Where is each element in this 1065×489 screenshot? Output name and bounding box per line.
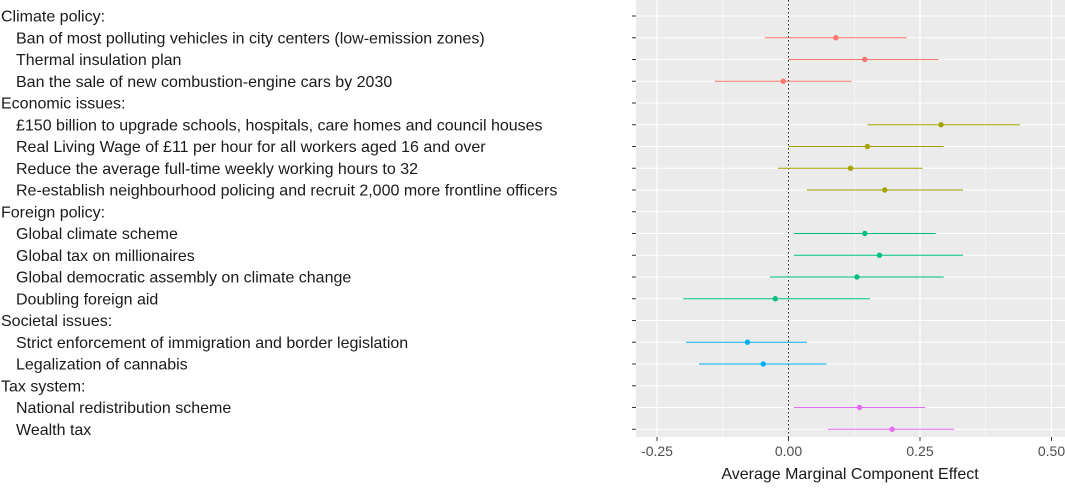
row-label: Ban of most polluting vehicles in city c…: [16, 30, 485, 47]
group-header-label: Economic issues:: [1, 96, 126, 113]
row-label: Real Living Wage of £11 per hour for all…: [16, 139, 486, 156]
x-axis-title: Average Marginal Component Effect: [721, 466, 979, 483]
row-label: Thermal insulation plan: [16, 52, 181, 69]
y-axis-ticks: [632, 15, 636, 430]
row-label: Legalization of cannabis: [16, 357, 188, 374]
row-label: Global tax on millionaires: [16, 248, 195, 265]
x-tick-label: 0.00: [775, 443, 802, 459]
group-header-label: Foreign policy:: [1, 204, 105, 221]
estimate-point: [847, 165, 854, 171]
row-label: Global democratic assembly on climate ch…: [16, 270, 351, 287]
row-label: Global climate scheme: [16, 226, 178, 243]
estimate-point: [772, 296, 779, 302]
estimates: [683, 35, 1020, 432]
estimate-point: [780, 78, 786, 84]
estimate-point: [744, 339, 751, 345]
group-header-label: Tax system:: [1, 378, 85, 395]
estimate-point: [833, 35, 839, 41]
plot-panel: [636, 0, 1065, 437]
row-label: Reduce the average full-time weekly work…: [16, 161, 418, 178]
row-label: National redistribution scheme: [16, 400, 231, 417]
estimate-point: [862, 56, 868, 63]
row-label: £150 billion to upgrade schools, hospita…: [16, 117, 543, 134]
row-labels: Climate policy: Ban of most polluting veh…: [1, 9, 557, 439]
estimate-point: [882, 187, 888, 193]
estimate-point: [760, 361, 766, 367]
row-label: Re-establish neighbourhood policing and …: [16, 183, 557, 200]
x-tick-label: 0.25: [906, 443, 933, 459]
x-axis-ticks: -0.25 0.00 0.25 0.50: [641, 437, 1065, 459]
estimate-point: [876, 252, 883, 258]
row-label: Wealth tax: [16, 422, 91, 439]
group-header-label: Societal issues:: [1, 313, 112, 330]
estimate-point: [938, 122, 944, 128]
estimate-point: [889, 426, 895, 432]
row-label: Doubling foreign aid: [16, 291, 158, 308]
row-label: Strict enforcement of immigration and bo…: [16, 335, 408, 352]
estimate-point: [854, 274, 860, 280]
x-tick-label: -0.25: [641, 443, 673, 459]
estimate-point: [862, 230, 868, 237]
estimate-point: [864, 143, 871, 150]
x-tick-label: 0.50: [1038, 443, 1065, 459]
estimate-point: [856, 404, 863, 411]
row-label: Ban the sale of new combustion-engine ca…: [16, 74, 392, 91]
group-header-label: Climate policy:: [1, 9, 105, 26]
